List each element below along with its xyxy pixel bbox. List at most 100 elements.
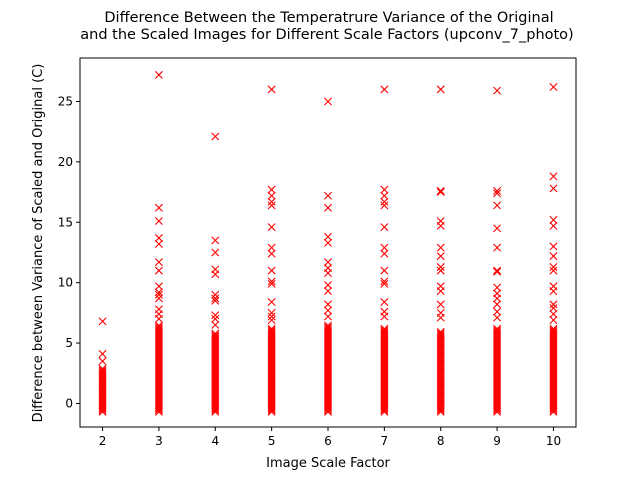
data-point bbox=[380, 191, 389, 200]
data-point bbox=[380, 201, 389, 210]
x-tick-label: 9 bbox=[493, 434, 501, 448]
data-point bbox=[324, 238, 332, 247]
data-point bbox=[154, 294, 163, 303]
data-point bbox=[154, 70, 163, 79]
data-point bbox=[267, 316, 276, 325]
data-point bbox=[324, 232, 332, 241]
y-tick-label: 0 bbox=[65, 396, 73, 410]
data-point bbox=[267, 85, 276, 94]
data-point bbox=[549, 266, 558, 275]
data-point bbox=[380, 249, 389, 258]
data-point bbox=[549, 242, 558, 251]
data-point bbox=[211, 320, 220, 329]
data-point bbox=[549, 184, 558, 193]
dense-marker-cluster bbox=[267, 324, 276, 416]
data-point bbox=[380, 312, 389, 321]
data-point bbox=[493, 283, 502, 292]
x-tick-label: 6 bbox=[324, 434, 332, 448]
y-tick-label: 5 bbox=[65, 336, 73, 350]
data-point bbox=[324, 306, 332, 315]
data-point bbox=[493, 307, 502, 316]
data-point bbox=[267, 249, 276, 258]
data-point bbox=[493, 266, 502, 275]
data-point bbox=[436, 85, 445, 94]
data-point bbox=[267, 277, 276, 286]
dense-marker-cluster bbox=[436, 327, 445, 416]
data-point bbox=[493, 313, 502, 322]
data-point bbox=[436, 221, 445, 230]
data-point bbox=[436, 266, 445, 275]
y-tick-label: 15 bbox=[58, 215, 73, 229]
data-point bbox=[549, 82, 558, 91]
data-point bbox=[211, 132, 220, 141]
dense-marker-cluster bbox=[211, 329, 220, 416]
data-point bbox=[436, 186, 445, 195]
data-point bbox=[436, 188, 445, 197]
data-point bbox=[267, 297, 276, 306]
data-point bbox=[154, 288, 163, 297]
dense-marker-cluster bbox=[493, 324, 502, 416]
dense-marker-cluster bbox=[98, 364, 107, 416]
data-point bbox=[549, 252, 558, 261]
data-point bbox=[493, 201, 502, 210]
data-point bbox=[154, 290, 163, 299]
data-point bbox=[154, 240, 163, 248]
y-tick-label: 25 bbox=[58, 94, 73, 108]
y-axis-ticks: 0 5 10 15 20 25 bbox=[58, 94, 80, 410]
data-point bbox=[211, 236, 220, 245]
data-point bbox=[380, 85, 389, 94]
data-point bbox=[493, 243, 502, 252]
data-point bbox=[324, 97, 332, 106]
data-point bbox=[211, 294, 220, 303]
data-point bbox=[380, 223, 389, 232]
chart-title-line-2: and the Scaled Images for Different Scal… bbox=[80, 27, 573, 43]
data-point bbox=[324, 191, 332, 200]
data-point bbox=[154, 266, 163, 275]
data-point bbox=[380, 277, 389, 286]
y-tick-label: 20 bbox=[58, 155, 73, 169]
data-point bbox=[549, 287, 558, 296]
data-point bbox=[211, 290, 220, 299]
data-point bbox=[380, 197, 389, 206]
data-point bbox=[436, 313, 445, 322]
data-point bbox=[549, 221, 558, 230]
data-point bbox=[549, 304, 558, 313]
data-point bbox=[549, 215, 558, 224]
data-point bbox=[154, 203, 163, 212]
data-points bbox=[98, 70, 558, 416]
y-axis-label: Difference between Variance of Scaled an… bbox=[31, 64, 46, 423]
data-point bbox=[493, 186, 502, 195]
data-point bbox=[324, 203, 332, 212]
data-point bbox=[493, 86, 502, 95]
data-point bbox=[549, 300, 558, 309]
data-point bbox=[436, 300, 445, 309]
data-point bbox=[436, 243, 445, 252]
dense-marker-cluster bbox=[380, 324, 389, 416]
data-point bbox=[98, 357, 107, 366]
data-point bbox=[493, 300, 502, 309]
data-point bbox=[267, 279, 276, 288]
data-point bbox=[98, 317, 107, 326]
data-point bbox=[267, 185, 276, 194]
x-tick-label: 8 bbox=[437, 434, 445, 448]
data-point bbox=[436, 262, 445, 271]
dense-marker-cluster bbox=[324, 321, 332, 416]
x-tick-label: 7 bbox=[381, 434, 389, 448]
data-point bbox=[436, 252, 445, 261]
x-tick-label: 3 bbox=[155, 434, 163, 448]
chart-title-line-1: Difference Between the Temperatrure Vari… bbox=[104, 10, 553, 26]
data-point bbox=[154, 217, 163, 226]
data-point bbox=[267, 243, 276, 252]
x-tick-label: 10 bbox=[546, 434, 561, 448]
data-point bbox=[98, 349, 107, 358]
data-point bbox=[267, 201, 276, 210]
data-point bbox=[493, 189, 502, 198]
plot-frame bbox=[79, 57, 577, 428]
data-point bbox=[380, 297, 389, 306]
data-point bbox=[267, 266, 276, 275]
data-point bbox=[324, 300, 332, 309]
data-point bbox=[380, 243, 389, 252]
data-point bbox=[267, 197, 276, 206]
data-point bbox=[549, 310, 558, 319]
